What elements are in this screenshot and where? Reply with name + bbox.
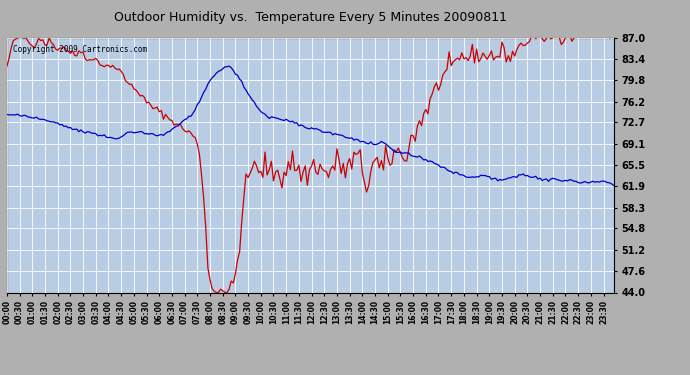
Text: Copyright 2009 Cartronics.com: Copyright 2009 Cartronics.com bbox=[13, 45, 147, 54]
Text: Outdoor Humidity vs.  Temperature Every 5 Minutes 20090811: Outdoor Humidity vs. Temperature Every 5… bbox=[114, 11, 507, 24]
